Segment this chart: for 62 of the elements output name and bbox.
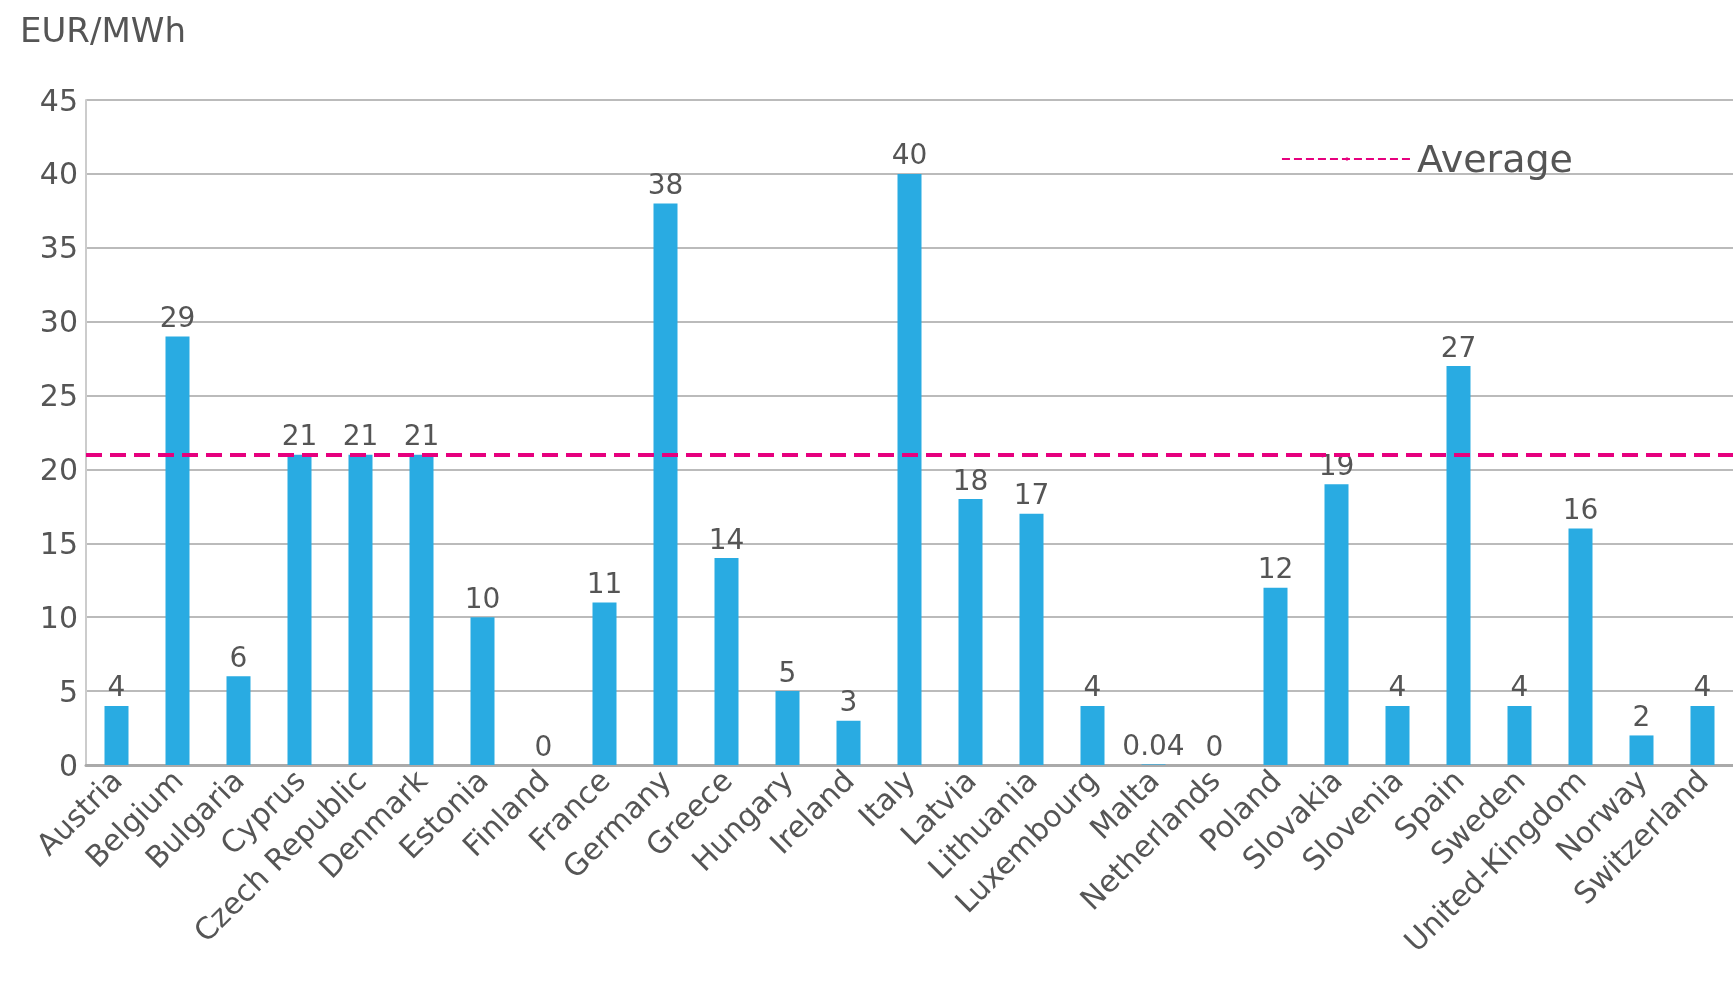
y-tick-label: 5: [58, 673, 78, 709]
data-label: 10: [464, 581, 501, 615]
data-label: 29: [159, 300, 196, 334]
data-label: 18: [952, 463, 989, 497]
data-label: 4: [1388, 670, 1407, 704]
y-tick-label: 30: [39, 304, 78, 340]
data-label: 27: [1440, 330, 1477, 364]
bar: [1446, 366, 1471, 765]
bar: [1080, 705, 1105, 765]
y-tick-label: 40: [39, 156, 78, 192]
data-label: 12: [1257, 552, 1294, 586]
bar: [1568, 528, 1593, 765]
y-tick-label: 35: [39, 230, 78, 266]
y-tick-label: 20: [39, 451, 78, 487]
data-label: 0: [534, 729, 553, 763]
bar: [409, 454, 434, 765]
data-label: 38: [647, 167, 684, 201]
bar: [348, 454, 373, 765]
data-label: 2: [1632, 699, 1651, 733]
data-label: 4: [1510, 670, 1529, 704]
bar: [592, 602, 617, 765]
bar: [1690, 705, 1715, 765]
y-tick-label: 10: [39, 599, 78, 635]
data-label: 5: [778, 655, 797, 689]
data-label: 16: [1562, 493, 1599, 527]
data-label: 0: [1205, 729, 1224, 763]
legend-label: Average: [1416, 137, 1573, 181]
data-label: 0.04: [1122, 728, 1185, 762]
bar: [836, 720, 861, 765]
bar: [226, 676, 251, 765]
y-tick-label: 25: [39, 378, 78, 414]
y-tick-label: 15: [39, 525, 78, 561]
data-label: 17: [1013, 478, 1050, 512]
y-axis-title: EUR/MWh: [20, 10, 186, 50]
data-label: 21: [403, 419, 440, 453]
bar: [958, 499, 983, 765]
bar: [775, 691, 800, 765]
bar: [287, 454, 312, 765]
data-label: 4: [1083, 670, 1102, 704]
bar: [653, 203, 678, 765]
y-tick-label: 0: [58, 747, 78, 783]
data-label: 3: [839, 685, 858, 719]
bar: [104, 705, 129, 765]
data-label: 14: [708, 522, 745, 556]
bar: [897, 173, 922, 765]
data-label: 4: [1693, 670, 1712, 704]
bar: [165, 336, 190, 765]
y-tick-label: 45: [39, 82, 78, 118]
data-label: 4: [107, 670, 126, 704]
bar: [714, 558, 739, 765]
bar: [1019, 513, 1044, 765]
bar: [1263, 587, 1288, 765]
data-label: 21: [281, 419, 318, 453]
bar: [470, 617, 495, 765]
data-label: 21: [342, 419, 379, 453]
bar: [1324, 484, 1349, 765]
data-label: 6: [229, 640, 248, 674]
bar: [1629, 735, 1654, 765]
bar: [1385, 705, 1410, 765]
bar: [1507, 705, 1532, 765]
data-label: 40: [891, 138, 928, 172]
data-label: 11: [586, 566, 623, 600]
